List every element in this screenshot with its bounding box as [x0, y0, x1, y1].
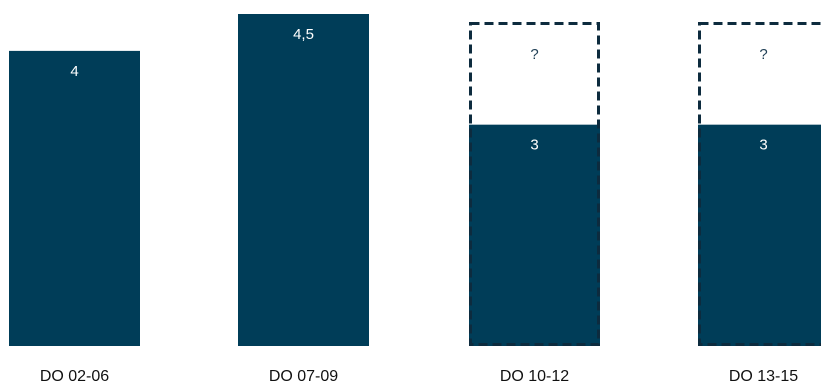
pending-outline-4 [698, 22, 821, 346]
unknown-value-label-3: ? [530, 46, 538, 63]
category-label-4: DO 13-15 [729, 368, 798, 382]
category-label-3: DO 10-12 [500, 368, 569, 382]
labels-layer: 4 DO 02-06 4,5 DO 07-09 3? DO 10-12 3? DO 13-15 [40, 26, 798, 382]
bar-2 [238, 14, 369, 346]
pending-outline-3 [469, 22, 600, 346]
bar-value-label-1: 4 [70, 63, 78, 80]
bars-layer [9, 14, 821, 347]
bar-1 [9, 50, 140, 347]
bar-3 [469, 124, 600, 347]
unknown-value-label-4: ? [759, 46, 767, 63]
bar-value-label-3: 3 [530, 137, 538, 154]
bar-value-label-4: 3 [759, 137, 767, 154]
category-label-1: DO 02-06 [40, 368, 109, 382]
bar-value-label-2: 4,5 [293, 26, 314, 43]
category-label-2: DO 07-09 [269, 368, 338, 382]
bar-4 [698, 124, 821, 347]
